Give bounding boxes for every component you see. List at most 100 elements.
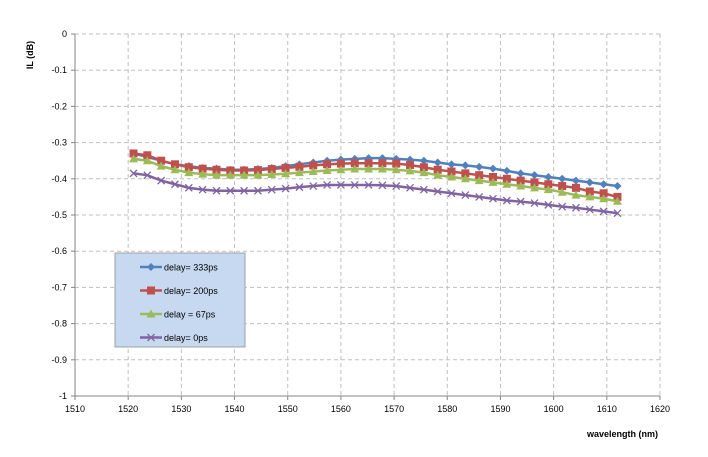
square-marker [502, 174, 511, 183]
x-tick-label: 1610 [597, 404, 617, 414]
series-group [129, 149, 622, 218]
y-tick-label: -0.7 [51, 282, 67, 292]
y-tick-label: -0.8 [51, 319, 67, 329]
square-marker [378, 159, 387, 168]
triangle-marker [322, 165, 332, 174]
x-tick-label: 1620 [650, 404, 670, 414]
x-tick-label: 1580 [437, 404, 457, 414]
x-marker [475, 192, 484, 201]
triangle-marker [474, 176, 484, 185]
x-marker [147, 333, 155, 342]
x-marker [309, 182, 318, 190]
x-marker [267, 185, 276, 194]
triangle-marker [460, 174, 470, 183]
square-marker [406, 161, 415, 170]
x-marker [364, 180, 373, 189]
x-marker [323, 180, 332, 189]
x-marker [253, 186, 262, 195]
diamond-marker [419, 156, 428, 165]
x-tick-label: 1550 [278, 404, 298, 414]
triangle-marker [364, 164, 374, 173]
square-marker [309, 161, 318, 170]
diamond-marker [571, 176, 580, 185]
triangle-marker [599, 194, 609, 203]
x-marker [226, 186, 235, 195]
legend-label: delay= 200ps [164, 286, 218, 296]
series-2 [129, 154, 622, 205]
triangle-marker [516, 181, 526, 190]
square-marker [147, 286, 155, 295]
square-marker [129, 149, 138, 158]
y-tick-label: -0.5 [51, 210, 67, 220]
diamond-marker [585, 178, 594, 187]
y-tick-label: -0.4 [51, 174, 67, 184]
y-tick-label: -0.1 [51, 65, 67, 75]
y-tick-label: -0.2 [51, 101, 67, 111]
x-tick-label: 1570 [384, 404, 404, 414]
x-tick-label: 1590 [490, 404, 510, 414]
square-marker [212, 165, 221, 174]
x-marker [240, 186, 249, 195]
square-marker [447, 167, 456, 176]
triangle-marker [142, 156, 152, 165]
triangle-marker [225, 170, 235, 179]
square-marker [240, 166, 249, 175]
x-marker [419, 185, 428, 194]
x-marker [281, 184, 290, 193]
square-marker [364, 159, 373, 168]
triangle-marker [294, 168, 304, 177]
triangle-marker [350, 164, 360, 173]
square-marker [323, 160, 332, 169]
square-marker [585, 187, 594, 196]
diamond-marker [613, 182, 622, 191]
x-marker [392, 182, 401, 190]
diamond-marker [516, 169, 525, 178]
triangle-marker [281, 169, 291, 178]
y-axis-label: IL (dB) [25, 41, 35, 69]
triangle-marker [308, 167, 318, 176]
diamond-marker [147, 263, 155, 271]
series-line [133, 172, 618, 215]
diamond-marker [461, 161, 470, 170]
x-marker [447, 189, 456, 198]
x-marker [572, 203, 580, 212]
triangle-marker [571, 190, 581, 199]
legend-label: delay= 333ps [164, 263, 218, 273]
square-marker [198, 164, 207, 173]
triangle-marker [585, 192, 595, 201]
x-marker [212, 186, 221, 195]
x-marker [516, 197, 525, 206]
diamond-marker [599, 180, 608, 189]
legend-label: delay = 67ps [164, 310, 216, 320]
square-marker [419, 163, 428, 172]
y-tick-label: -1 [59, 391, 67, 401]
triangle-marker [419, 168, 429, 177]
x-marker [489, 194, 497, 203]
square-marker [558, 182, 567, 191]
y-tick-label: -0.6 [51, 246, 67, 256]
square-marker [516, 176, 525, 185]
x-tick-label: 1600 [544, 404, 564, 414]
square-marker [544, 180, 553, 189]
diamond-marker [475, 162, 484, 171]
x-marker [350, 180, 359, 189]
legend: delay= 333ps delay= 200ps delay = 67ps dela… [114, 252, 246, 348]
triangle-marker [488, 177, 498, 186]
x-marker [129, 169, 138, 178]
x-marker [295, 183, 304, 192]
square-marker [571, 183, 580, 192]
diamond-marker [489, 164, 498, 173]
triangle-marker [184, 168, 194, 177]
x-marker [406, 183, 415, 192]
x-marker [433, 187, 442, 196]
square-marker [267, 165, 276, 174]
triangle-marker [211, 170, 221, 179]
triangle-marker [433, 170, 443, 179]
x-marker [336, 180, 345, 189]
x-tick-label: 1520 [118, 404, 138, 414]
square-marker [392, 159, 401, 168]
triangle-marker [267, 169, 277, 178]
x-marker [184, 183, 193, 192]
